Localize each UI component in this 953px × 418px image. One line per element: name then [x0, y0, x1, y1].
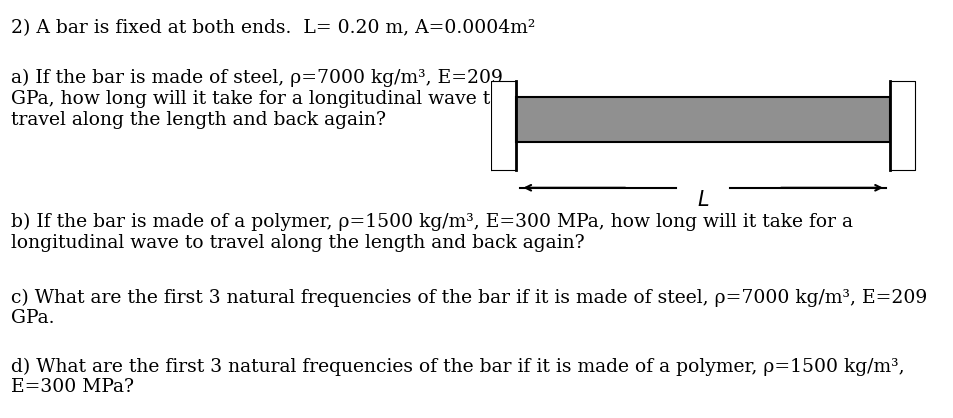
Text: a) If the bar is made of steel, ρ=7000 kg/m³, E=209
GPa, how long will it take f: a) If the bar is made of steel, ρ=7000 k… [11, 69, 503, 129]
Text: d) What are the first 3 natural frequencies of the bar if it is made of a polyme: d) What are the first 3 natural frequenc… [11, 357, 904, 396]
Text: 2) A bar is fixed at both ends.  L= 0.20 m, A=0.0004m²: 2) A bar is fixed at both ends. L= 0.20 … [11, 19, 536, 37]
Bar [889, 82, 914, 170]
Bar [516, 97, 889, 142]
Bar [491, 82, 516, 170]
Text: $L$: $L$ [697, 190, 709, 210]
Text: b) If the bar is made of a polymer, ρ=1500 kg/m³, E=300 MPa, how long will it ta: b) If the bar is made of a polymer, ρ=15… [11, 213, 853, 252]
Text: c) What are the first 3 natural frequencies of the bar if it is made of steel, ρ: c) What are the first 3 natural frequenc… [11, 288, 926, 327]
